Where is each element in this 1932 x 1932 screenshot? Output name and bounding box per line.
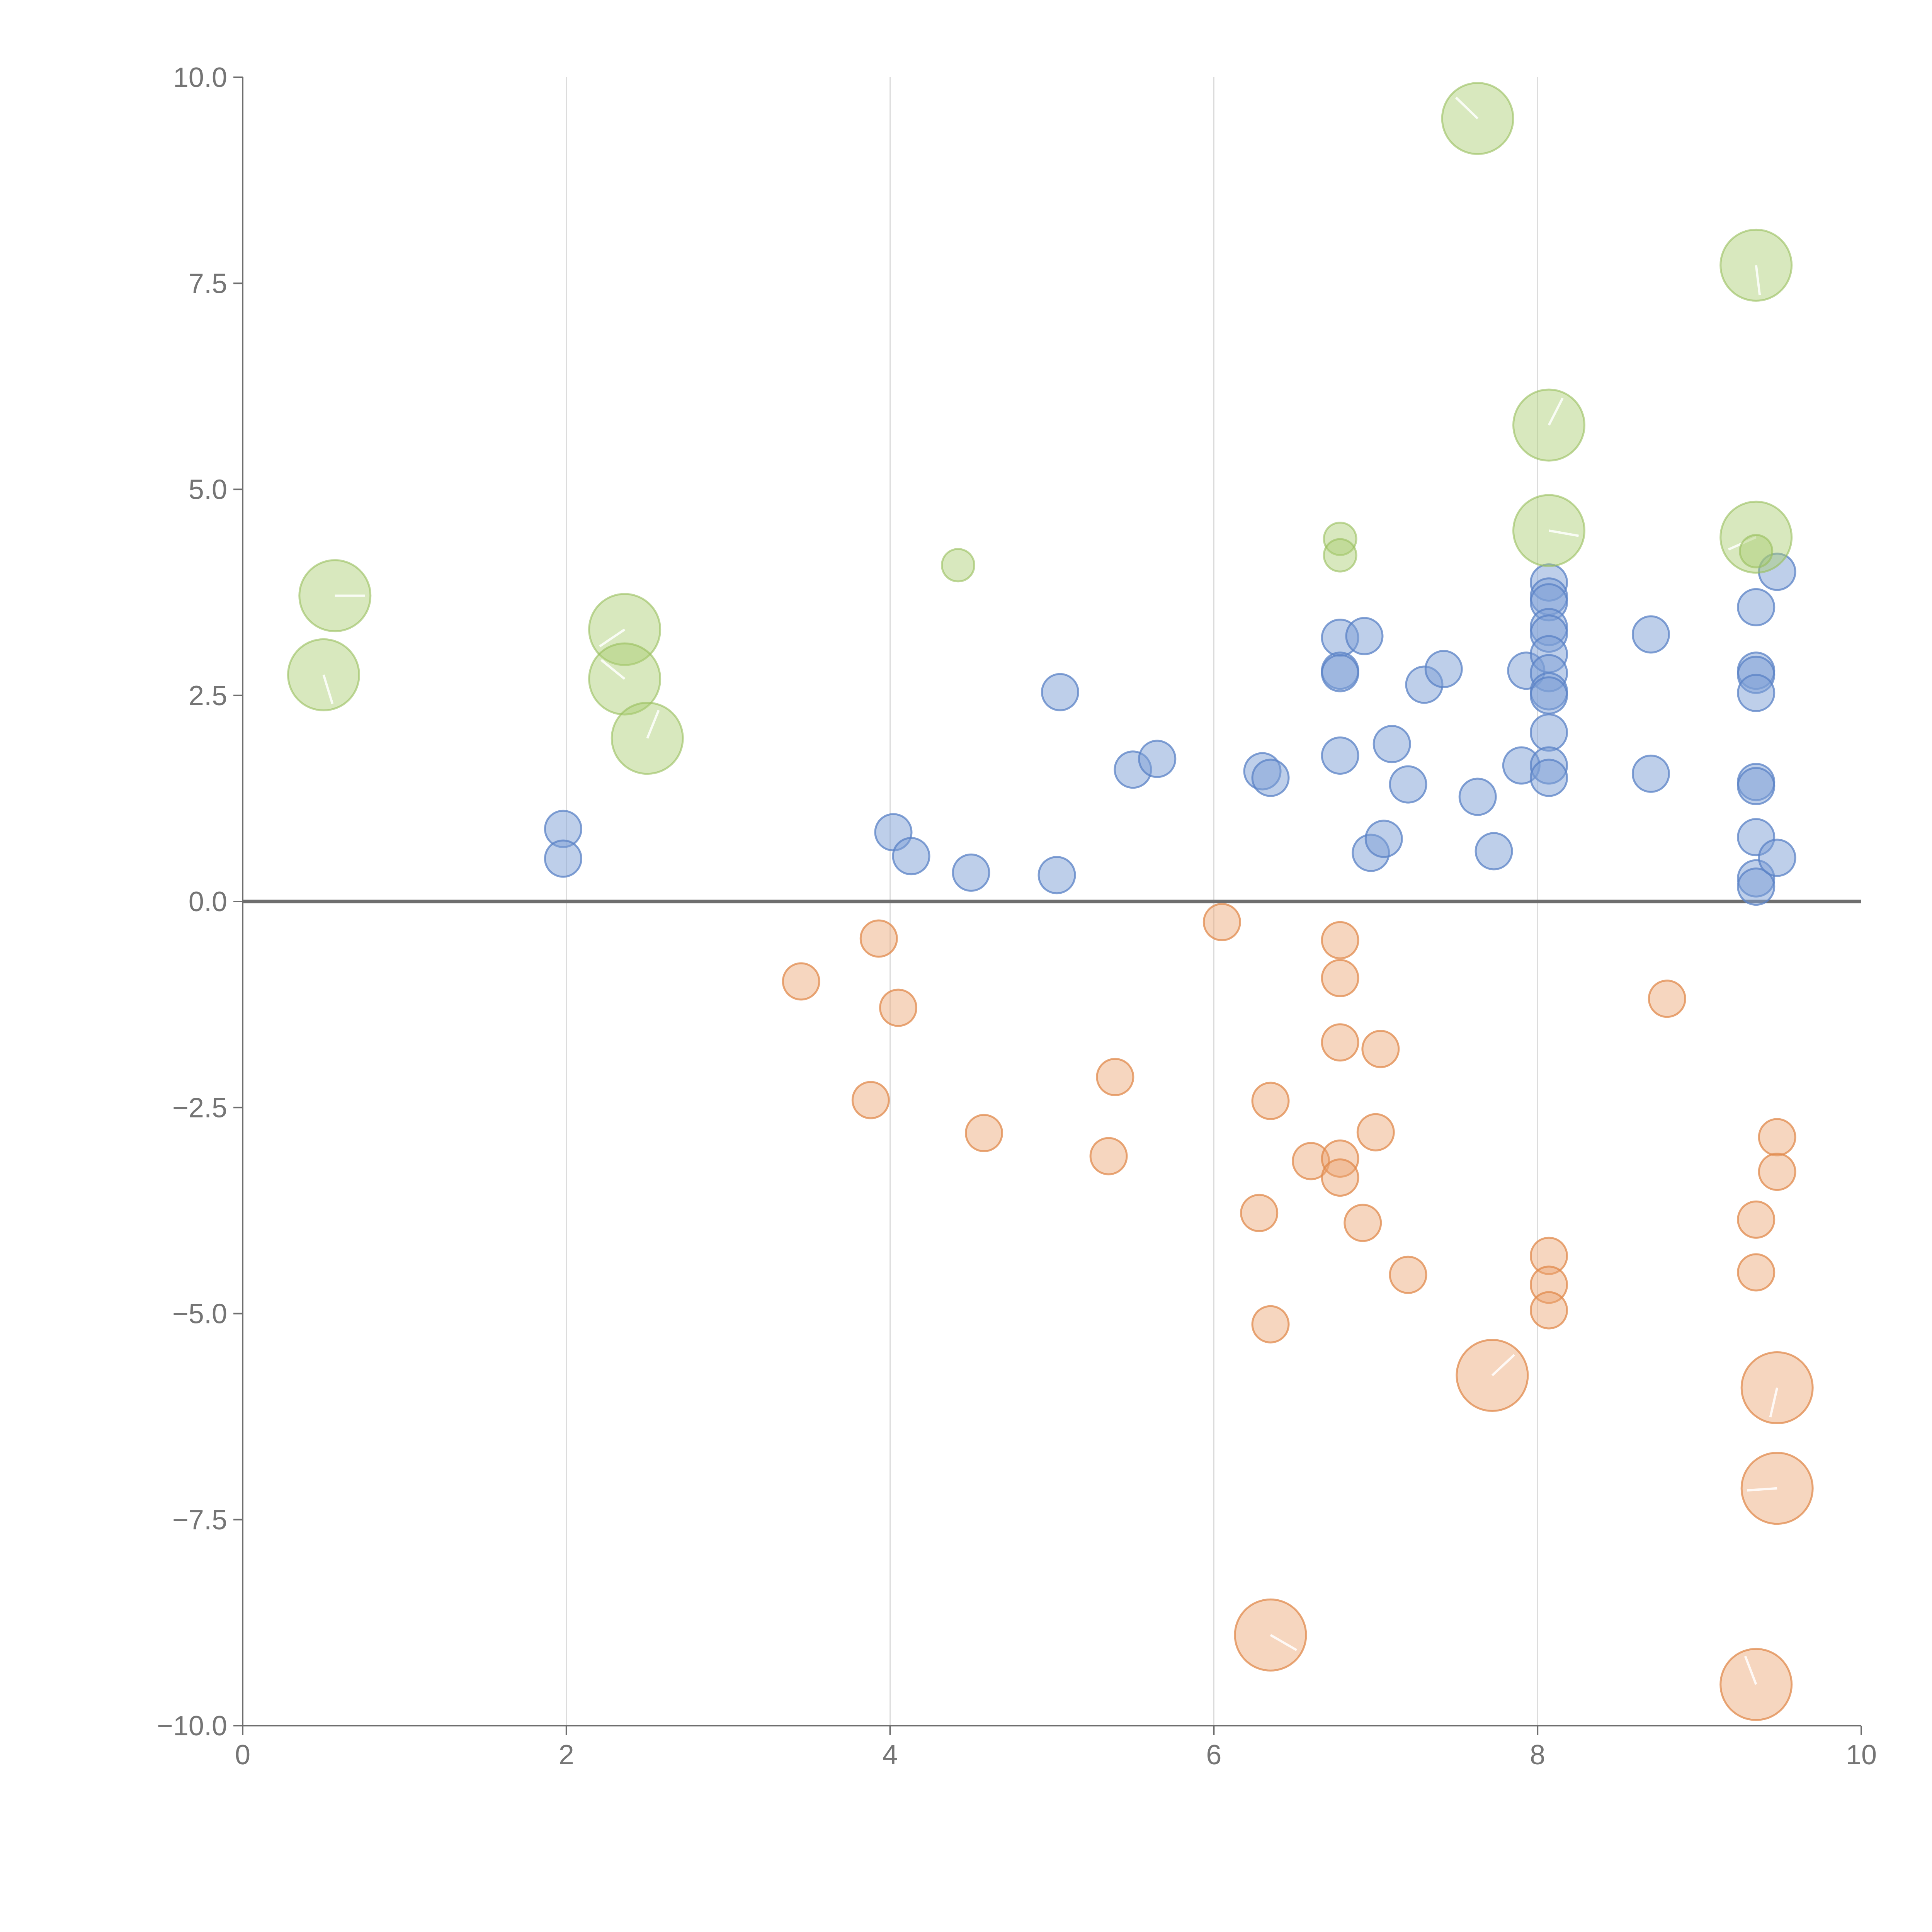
bubble-highlight-mark — [600, 659, 626, 680]
blue-point — [1364, 820, 1403, 858]
orange-point — [1737, 1200, 1776, 1239]
x-tick-label: 4 — [883, 1740, 898, 1770]
blue-point — [952, 853, 990, 892]
bubble-highlight-mark — [1744, 1656, 1757, 1685]
blue-point — [1041, 673, 1079, 711]
y-tick-label: 5.0 — [189, 474, 227, 505]
x-tick-label: 8 — [1530, 1740, 1545, 1770]
orange-point — [1737, 1253, 1776, 1292]
x-tick-label: 2 — [559, 1740, 574, 1770]
x-tick-label: 10 — [1846, 1740, 1877, 1770]
y-tick-label: −2.5 — [172, 1092, 227, 1123]
bubble-highlight-mark — [1747, 1487, 1777, 1492]
y-tick-label: −7.5 — [172, 1505, 227, 1536]
green-point — [1323, 538, 1357, 573]
orange-point — [1321, 959, 1359, 997]
orange-point — [1530, 1291, 1568, 1330]
bubble-highlight-mark — [322, 674, 334, 704]
x-tick-label: 6 — [1206, 1740, 1221, 1770]
blue-point — [1737, 767, 1776, 805]
blue-point — [1138, 740, 1177, 778]
orange-point — [1361, 1030, 1400, 1068]
bubble-highlight-mark — [1549, 529, 1579, 537]
blue-point — [1758, 838, 1796, 877]
bubble-highlight-mark — [1769, 1387, 1779, 1418]
orange-point — [965, 1114, 1003, 1152]
orange-point — [782, 962, 820, 1001]
orange-point — [1321, 1158, 1359, 1197]
blue-point — [1345, 617, 1384, 655]
blue-point — [1530, 759, 1568, 797]
y-tick-label: 10.0 — [173, 62, 227, 93]
blue-point — [1037, 856, 1076, 895]
y-tick-label: 7.5 — [189, 268, 227, 299]
y-tick-label: −10.0 — [157, 1711, 227, 1742]
blue-point — [1321, 736, 1359, 775]
orange-point — [1202, 903, 1241, 941]
bubble-highlight-mark — [1491, 1354, 1515, 1376]
orange-point — [1648, 980, 1686, 1018]
data-points — [287, 82, 1814, 1721]
blue-point — [1631, 754, 1670, 793]
y-tick-label: 2.5 — [189, 680, 227, 711]
bubble-highlight-mark — [599, 628, 626, 648]
orange-point — [1758, 1118, 1796, 1156]
bubble-highlight-mark — [1548, 398, 1564, 426]
bubble-highlight-mark — [1455, 97, 1479, 119]
orange-point — [1089, 1137, 1128, 1175]
bubble-highlight-mark — [1755, 265, 1761, 296]
orange-point — [859, 919, 898, 958]
orange-point — [1389, 1255, 1427, 1294]
blue-point — [892, 837, 930, 876]
tick-labels: 0 2 4 6 8 10 10.0 7.5 5.0 2.5 0.0 −2.5 −5.0 −7.5 −10.0 — [157, 62, 1877, 1770]
y-tick-label: −5.0 — [172, 1299, 227, 1330]
orange-point — [851, 1081, 890, 1119]
bubble-highlight-mark — [1270, 1634, 1298, 1651]
orange-point — [879, 988, 918, 1027]
bubble-highlight-mark — [646, 710, 660, 739]
orange-point — [1356, 1113, 1395, 1151]
orange-point — [1530, 1236, 1568, 1275]
blue-point — [544, 839, 582, 878]
orange-point — [1321, 1023, 1359, 1062]
green-point — [1739, 534, 1774, 568]
y-tick-label: 0.0 — [189, 886, 227, 917]
orange-point — [1758, 1153, 1796, 1191]
x-tick-label: 0 — [235, 1740, 250, 1770]
orange-point — [1321, 921, 1359, 959]
orange-point — [1292, 1142, 1330, 1180]
orange-point — [1344, 1204, 1382, 1242]
blue-point — [1475, 832, 1513, 871]
orange-point — [1251, 1305, 1290, 1344]
blue-point — [1737, 867, 1776, 906]
blue-point — [1458, 777, 1497, 816]
orange-point — [1096, 1058, 1134, 1096]
green-point — [941, 548, 976, 583]
orange-point — [1240, 1194, 1279, 1232]
axes — [233, 77, 1862, 1735]
blue-point — [1631, 615, 1670, 654]
blue-point — [1424, 650, 1463, 688]
orange-point — [1251, 1082, 1290, 1120]
blue-point — [1251, 759, 1290, 797]
blue-point — [1321, 654, 1359, 692]
blue-point — [1389, 765, 1427, 804]
blue-point — [1530, 713, 1568, 752]
blue-point — [1530, 676, 1568, 715]
blue-point — [1372, 725, 1411, 764]
blue-point — [1737, 588, 1776, 627]
blue-point — [1737, 673, 1776, 712]
